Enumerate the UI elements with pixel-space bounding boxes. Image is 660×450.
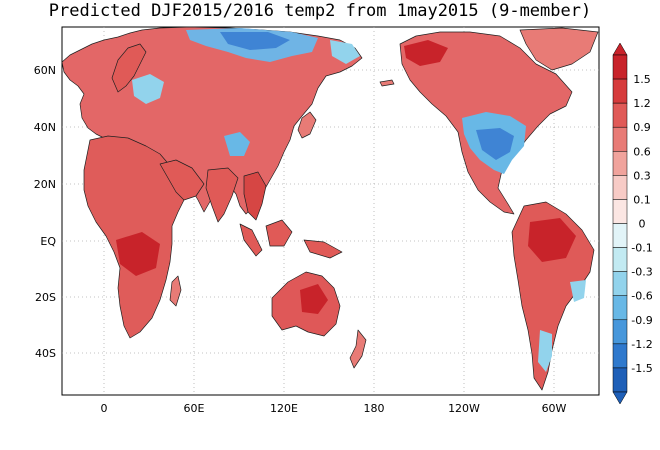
aleutian-islands (379, 79, 395, 87)
colorbar-segment (612, 78, 628, 104)
lon-label-120e: 120E (270, 402, 298, 415)
lon-label-60w: 60W (542, 402, 567, 415)
colorbar-segment (612, 247, 628, 272)
lon-label-0: 0 (101, 402, 108, 415)
sumatra-landmass (239, 223, 263, 257)
colorbar-tick-label: 0.3 (633, 169, 651, 182)
colorbar-tick-label: -0.6 (631, 290, 652, 303)
lat-label-20s: 20S (35, 291, 56, 304)
colorbar-tick-label: 0.6 (633, 145, 651, 158)
siberia-cold-core (220, 32, 290, 50)
colorbar-tick-label: 0.9 (633, 121, 651, 134)
colorbar-segment (612, 319, 628, 345)
colorbar-segment (612, 151, 628, 176)
colorbar-tick-label: -0.1 (631, 242, 652, 255)
new-zealand-landmass (349, 329, 367, 369)
lat-label-40s: 40S (35, 347, 56, 360)
colorbar-segment (612, 295, 628, 321)
colorbar-segment (612, 126, 628, 152)
colorbar-tick-label: -1.2 (631, 338, 652, 351)
colorbar-tick-label: 1.2 (633, 97, 651, 110)
colorbar-segment (612, 175, 628, 200)
colorbar-labels: 1.5 1.2 0.9 0.6 0.3 0.1 0 -0.1 -0.3 -0.6 -0.9 -1.2 -… (631, 73, 652, 375)
amazon-warm-core (528, 218, 576, 262)
lon-label-60e: 60E (184, 402, 205, 415)
map-title: Predicted DJF2015/2016 temp2 from 1may20… (48, 1, 592, 21)
east-siberia-cold-anomaly (330, 40, 360, 64)
colorbar (612, 42, 628, 405)
lon-label-120w: 120W (448, 402, 480, 415)
lat-label-20n: 20N (34, 178, 56, 191)
colorbar-segment (612, 223, 628, 248)
borneo-landmass (265, 219, 293, 247)
alaska-warm-core (404, 40, 448, 66)
colorbar-segment (612, 199, 628, 224)
warm-anomaly-regions (116, 40, 576, 314)
patagonia-cold-anomaly (538, 330, 552, 372)
colorbar-top-triangle (612, 42, 628, 56)
madagascar-landmass (169, 275, 182, 307)
greenland-landmass (519, 27, 599, 71)
us-cold-core (476, 128, 514, 160)
japan-landmass (297, 111, 317, 139)
india-landmass (205, 167, 239, 223)
tibet-cold-anomaly (224, 132, 250, 156)
colorbar-segment (612, 102, 628, 128)
colorbar-segment (612, 271, 628, 296)
colorbar-tick-label: -0.9 (631, 314, 652, 327)
cold-anomaly-regions (132, 28, 586, 372)
southern-brazil-cold-anomaly (570, 280, 586, 302)
new-guinea-landmass (303, 239, 343, 259)
lat-label-40n: 40N (34, 121, 56, 134)
colorbar-tick-label: 0 (639, 218, 646, 231)
arabia-landmass (159, 159, 205, 201)
central-africa-warm-core (116, 232, 160, 276)
lon-label-180: 180 (364, 402, 385, 415)
ural-cold-anomaly (132, 74, 164, 104)
southeast-asia-landmass (243, 171, 267, 221)
colorbar-tick-label: 1.5 (633, 73, 651, 86)
colorbar-tick-label: 0.1 (633, 193, 651, 206)
australia-warm-core (300, 284, 328, 314)
lat-label-60n: 60N (34, 64, 56, 77)
latitude-labels: 60N 40N 20N EQ 20S 40S (34, 64, 57, 360)
colorbar-bottom-triangle (612, 391, 628, 405)
longitude-labels: 0 60E 120E 180 120W 60W (101, 402, 567, 415)
colorbar-segment (612, 54, 628, 80)
colorbar-tick-label: -0.3 (631, 266, 652, 279)
colorbar-segment (612, 343, 628, 369)
colorbar-segment (612, 367, 628, 393)
colorbar-tick-label: -1.5 (631, 362, 652, 375)
scandinavia-landmass (111, 43, 147, 93)
lat-label-eq: EQ (40, 235, 56, 248)
